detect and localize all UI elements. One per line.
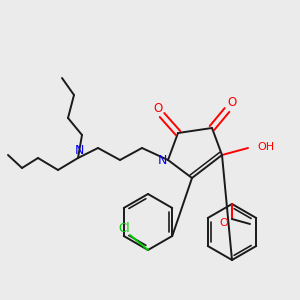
Text: O: O bbox=[153, 101, 163, 115]
Text: Cl: Cl bbox=[118, 221, 130, 235]
Text: N: N bbox=[74, 145, 84, 158]
Text: OH: OH bbox=[257, 142, 274, 152]
Text: N: N bbox=[157, 154, 167, 167]
Text: O: O bbox=[227, 97, 237, 110]
Text: O: O bbox=[220, 218, 228, 228]
